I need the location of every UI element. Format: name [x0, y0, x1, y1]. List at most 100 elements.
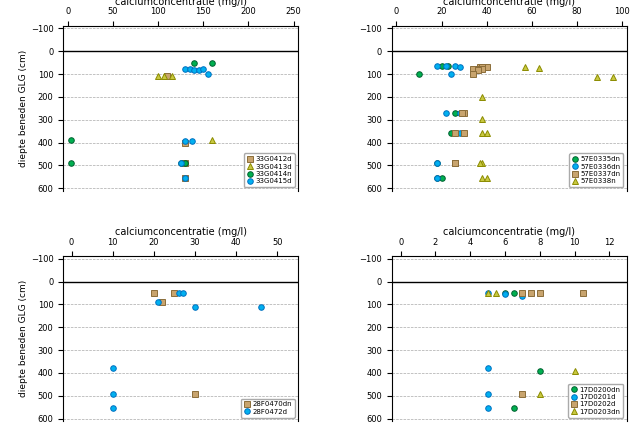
57E0336dn [447, 71, 454, 76]
33G0413d [154, 74, 162, 79]
57E0337dn [474, 66, 482, 71]
17D0203dn [492, 290, 500, 296]
17D0201d [484, 366, 491, 371]
33G0415d [182, 139, 189, 144]
57E0336dn [442, 63, 450, 69]
28F0472d [109, 406, 116, 411]
57E0338n [479, 175, 486, 181]
Line: 57E0337dn: 57E0337dn [453, 64, 489, 166]
Line: 33G0415d: 33G0415d [178, 66, 211, 181]
17D0202d [579, 290, 587, 296]
33G0413d [276, 175, 284, 181]
33G0415d [199, 67, 207, 72]
57E0337dn [470, 71, 477, 76]
17D0203dn [484, 290, 491, 296]
33G0415d [191, 67, 198, 72]
57E0338n [522, 65, 529, 70]
28F0472d [191, 305, 199, 310]
28F0472d [109, 366, 116, 371]
28F0472d [109, 391, 116, 396]
17D0201d [501, 292, 509, 297]
28F0472d [175, 290, 182, 296]
17D0203dn [536, 391, 544, 396]
57E0337dn [479, 66, 486, 71]
Line: 57E0336dn: 57E0336dn [434, 63, 463, 181]
57E0336dn [433, 161, 441, 166]
33G0414n [66, 138, 74, 143]
57E0335dn [415, 71, 423, 76]
57E0337dn [460, 110, 468, 115]
57E0337dn [458, 110, 466, 115]
17D0200dn [510, 406, 517, 411]
57E0338n [479, 161, 486, 166]
Y-axis label: diepte beneden GLG (cm): diepte beneden GLG (cm) [19, 280, 28, 397]
Legend: 57E0335dn, 57E0336dn, 57E0337dn, 57E0338n: 57E0335dn, 57E0336dn, 57E0337dn, 57E0338… [569, 153, 624, 187]
Line: 57E0335dn: 57E0335dn [417, 63, 458, 181]
28F0472d [154, 299, 162, 304]
Line: 33G0414n: 33G0414n [68, 60, 215, 166]
Y-axis label: diepte beneden GLG (cm): diepte beneden GLG (cm) [19, 50, 28, 167]
Line: 57E0338n: 57E0338n [477, 64, 617, 181]
57E0335dn [438, 175, 446, 181]
33G0414n [66, 161, 74, 166]
Legend: 28F0470dn, 28F0472d: 28F0470dn, 28F0472d [241, 398, 294, 418]
57E0337dn [460, 131, 468, 136]
17D0201d [518, 293, 526, 298]
57E0338n [483, 131, 491, 136]
Line: 28F0472d: 28F0472d [110, 290, 264, 411]
33G0415d [182, 175, 189, 181]
17D0200dn [536, 368, 544, 373]
57E0335dn [433, 161, 441, 166]
33G0415d [186, 67, 194, 72]
28F0472d [257, 305, 265, 310]
57E0336dn [451, 131, 459, 136]
57E0337dn [470, 66, 477, 71]
Line: 17D0202d: 17D0202d [520, 290, 586, 411]
33G0414n [182, 161, 189, 166]
57E0338n [535, 66, 542, 71]
57E0337dn [451, 161, 459, 166]
57E0336dn [442, 110, 450, 115]
57E0337dn [479, 64, 486, 69]
17D0202d [536, 290, 544, 296]
Line: 17D0203dn: 17D0203dn [484, 289, 578, 412]
57E0336dn [456, 131, 463, 136]
17D0201d [484, 391, 491, 396]
33G0414n [177, 161, 184, 166]
57E0337dn [483, 64, 491, 69]
X-axis label: calciumconcentratie (mg/l): calciumconcentratie (mg/l) [115, 0, 247, 7]
57E0335dn [444, 63, 452, 69]
28F0472d [179, 290, 187, 296]
Line: 17D0201d: 17D0201d [485, 290, 525, 411]
57E0337dn [451, 161, 459, 166]
33G0412d [163, 74, 171, 79]
33G0412d [182, 175, 189, 181]
X-axis label: calciumconcentratie (mg/l): calciumconcentratie (mg/l) [443, 227, 575, 237]
33G0414n [191, 60, 198, 65]
28F0470dn [150, 290, 158, 296]
Line: 28F0470dn: 28F0470dn [151, 290, 198, 396]
33G0412d [182, 161, 189, 166]
Legend: 17D0200dn, 17D0201d, 17D0202d, 17D0203dn: 17D0200dn, 17D0201d, 17D0202d, 17D0203dn [568, 384, 624, 418]
57E0338n [479, 131, 486, 136]
17D0200dn [518, 290, 526, 296]
57E0335dn [451, 110, 459, 115]
17D0203dn [571, 406, 579, 411]
57E0338n [594, 74, 601, 79]
33G0415d [195, 68, 203, 73]
17D0202d [518, 290, 526, 296]
Line: 33G0413d: 33G0413d [154, 73, 284, 181]
33G0413d [208, 138, 216, 143]
Legend: 33G0412d, 33G0413d, 33G0414n, 33G0415d: 33G0412d, 33G0413d, 33G0414n, 33G0415d [244, 153, 294, 187]
17D0203dn [571, 368, 579, 373]
33G0413d [168, 74, 175, 79]
17D0200dn [501, 290, 509, 296]
X-axis label: calciumconcentratie (mg/l): calciumconcentratie (mg/l) [443, 0, 575, 7]
17D0201d [484, 290, 491, 296]
33G0415d [177, 161, 184, 166]
Line: 17D0200dn: 17D0200dn [502, 290, 542, 411]
28F0470dn [171, 290, 179, 296]
57E0337dn [451, 131, 459, 136]
57E0335dn [447, 131, 454, 136]
57E0338n [610, 75, 617, 80]
